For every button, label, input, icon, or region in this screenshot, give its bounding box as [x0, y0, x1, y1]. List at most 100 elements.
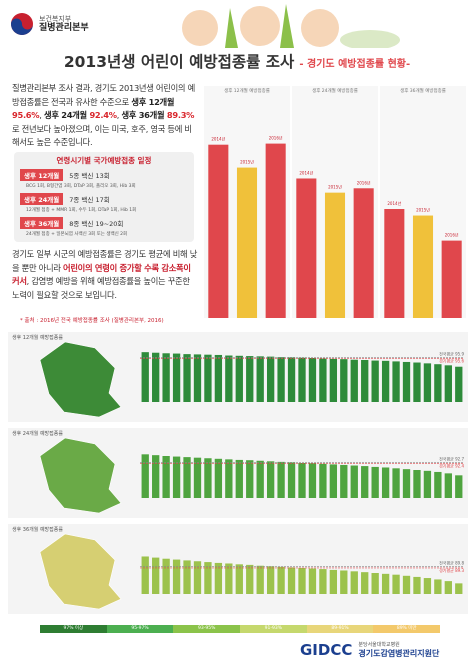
- bar: [324, 192, 346, 318]
- bar: [444, 581, 452, 594]
- org-line: 보건복지부: [39, 15, 72, 23]
- bar: [340, 570, 348, 594]
- x-tick-label: 2014년: [299, 169, 313, 175]
- bar: [361, 572, 369, 594]
- x-tick-label: 2014년: [387, 200, 401, 206]
- bar: [162, 353, 170, 402]
- bar: [319, 463, 327, 498]
- bar: [265, 143, 286, 318]
- panel-title: 생후 36개월 예방접종률: [400, 87, 446, 94]
- bar: [204, 354, 212, 402]
- bar: [256, 460, 264, 498]
- reference-label: 경기평균 92.4: [439, 462, 464, 468]
- bar: [319, 358, 327, 402]
- bar: [141, 454, 149, 498]
- schedule-head: 생후 24개월 7종 백신 17회: [20, 193, 188, 205]
- bar: [413, 362, 421, 402]
- bar: [329, 358, 338, 402]
- panel-title: 생후 24개월 예방접종률: [12, 430, 63, 437]
- text: 생후 12개월: [131, 96, 175, 107]
- schedule-item: 생후 12개월 5종 백신 13회 BCG 1회, B형간염 3회, DTaP 3회…: [20, 169, 188, 189]
- reference-label: 경기평균 95.6: [439, 357, 464, 363]
- bar: [423, 363, 432, 402]
- text: 생후 24개월: [43, 110, 90, 120]
- bar: [413, 470, 421, 498]
- bar: [413, 576, 421, 594]
- bar: [455, 475, 463, 498]
- bar: [204, 458, 212, 498]
- bar: [381, 573, 390, 594]
- bar: [287, 567, 296, 594]
- title-row: 2013년생 어린이 예방접종률 조사 - 경기도 예방접종률 현황-: [0, 50, 474, 72]
- bar: [152, 557, 160, 594]
- legend-item: 89-91%: [306, 625, 374, 633]
- bar: [319, 569, 327, 594]
- x-tick-label: 2016년: [445, 232, 459, 238]
- bar: [402, 469, 411, 498]
- bar: [246, 564, 254, 594]
- schedule-box: 연령시기별 국가예방접종 일정 생후 12개월 5종 백신 13회 BCG 1회, …: [14, 152, 194, 242]
- bar: [225, 355, 233, 402]
- text: 질병관리본부 조사 결과, 경기도 2013년생 어린이의 예방접종률은 전국과…: [12, 83, 195, 107]
- bar: [152, 352, 160, 402]
- illustration: [182, 4, 400, 48]
- bar: [381, 360, 390, 402]
- bar: [298, 567, 306, 594]
- schedule-detail: 24개월 접종 + 일본뇌염 사백신 3회 또는 생백신 2회: [26, 232, 128, 237]
- reference-label: 경기평균 89.3: [439, 567, 464, 573]
- bar: [392, 574, 400, 594]
- bar: [441, 240, 462, 318]
- bar: [340, 359, 348, 402]
- schedule-head: 생후 12개월 5종 백신 13회: [20, 169, 188, 181]
- bar: [353, 188, 374, 318]
- x-tick-label: 2015년: [328, 184, 342, 190]
- reference-label: 전국평균 95.9: [439, 350, 464, 356]
- bar: [183, 560, 191, 594]
- text: 92.4%: [89, 110, 117, 120]
- legend-item: 95-97%: [106, 625, 174, 633]
- bar: [235, 459, 243, 498]
- emblem: [11, 13, 33, 35]
- text: 경기도 일부 시군의 예방접종률은 경기도 평균에 비해 낮을 뿐만 아니라: [12, 249, 198, 273]
- legend: 97% 이상 95-97% 93-95% 91-93% 89-91% 89% 미만: [40, 625, 441, 633]
- legend-item: 97% 이상: [40, 625, 107, 633]
- schedule-detail: 12개월 접종 + MMR 1회, 수두 1회, DTaP 1회, Hib 1회: [26, 208, 137, 213]
- bar: [162, 456, 170, 498]
- legend-item: 93-95%: [173, 625, 241, 633]
- bar: [296, 178, 317, 318]
- bar: [225, 563, 233, 594]
- panel-title: 생후 12개월 예방접종률: [12, 334, 63, 341]
- bar: [371, 466, 379, 498]
- schedule-summary: 7종 백신 17회: [69, 196, 110, 204]
- source: * 출처 : 2016년 전국 예방접종률 조사 (질병관리본부, 2016): [20, 318, 164, 324]
- bar: [214, 458, 223, 498]
- bar: [381, 467, 390, 498]
- x-tick-label: 2014년: [211, 136, 225, 142]
- bar: [434, 364, 442, 402]
- bar: [308, 568, 317, 594]
- reference-label: 전국평균 89.8: [439, 560, 464, 566]
- text: 89.3%: [166, 110, 195, 120]
- bar: [287, 462, 296, 498]
- bar: [193, 354, 202, 402]
- panel-title: 생후 36개월 예방접종률: [12, 526, 63, 533]
- outro: 경기도 일부 시군의 예방접종률은 경기도 평균에 비해 낮을 뿐만 아니라 어…: [12, 248, 198, 302]
- bar: [308, 358, 317, 402]
- schedule-age: 생후 12개월: [20, 169, 64, 181]
- bar: [277, 461, 285, 498]
- bar: [208, 144, 229, 318]
- schedule-item: 생후 36개월 8종 백신 19~20회 24개월 접종 + 일본뇌염 사백신 3회…: [20, 217, 188, 237]
- bar: [444, 473, 452, 498]
- panel-title: 생후 24개월 예방접종률: [312, 87, 358, 94]
- bar: [371, 573, 379, 594]
- bar: [287, 357, 296, 402]
- schedule-summary: 5종 백신 13회: [69, 172, 110, 180]
- bar: [361, 360, 369, 402]
- bar: [183, 457, 191, 498]
- text: 95.6%: [12, 110, 40, 120]
- bar: [266, 461, 275, 498]
- subtitle: - 경기도 예방접종률 현황-: [299, 59, 411, 70]
- bar: [172, 456, 181, 498]
